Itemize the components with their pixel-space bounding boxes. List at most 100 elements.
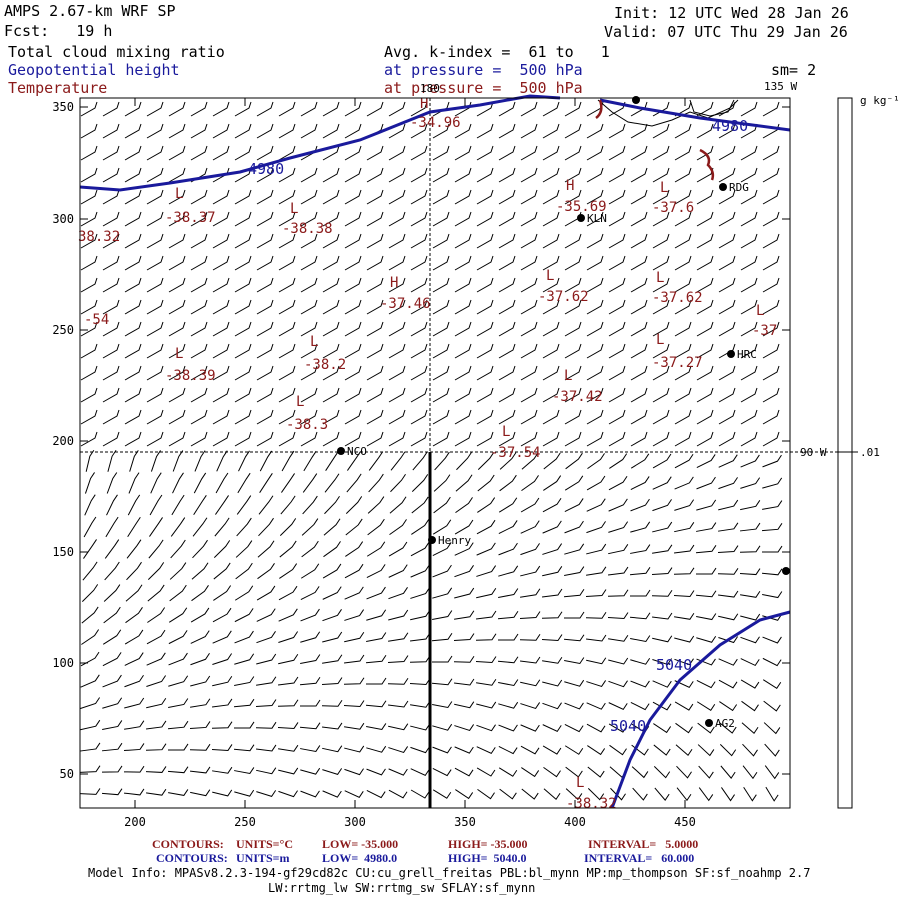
wind-barb <box>212 698 233 708</box>
wind-barb <box>542 233 560 249</box>
wind-barb <box>344 189 362 205</box>
wind-barb <box>368 451 384 471</box>
wind-barb <box>344 167 362 183</box>
wind-barb <box>652 101 670 117</box>
wind-barb <box>631 766 649 779</box>
wind-barb <box>564 387 582 403</box>
wind-barb <box>344 609 365 621</box>
wind-barb <box>564 543 585 555</box>
wind-barb <box>652 321 670 337</box>
wind-barb <box>652 211 670 227</box>
temperature-center-letter: L <box>296 394 304 410</box>
wind-barb <box>345 518 363 536</box>
wind-barb <box>476 321 494 337</box>
wind-barb <box>234 233 252 249</box>
wind-barb <box>674 635 695 643</box>
station-label: HRC <box>737 348 757 361</box>
wind-barb <box>608 723 628 733</box>
wind-barb <box>168 431 186 447</box>
wind-barb <box>410 409 428 425</box>
wind-barb <box>432 789 452 799</box>
wind-barb <box>234 321 252 337</box>
y-tick-label: 300 <box>52 212 74 226</box>
wind-barb <box>695 545 717 554</box>
wind-barb <box>586 387 604 403</box>
wind-barb <box>322 790 342 798</box>
wind-barb <box>216 450 228 472</box>
wind-barb <box>322 631 343 643</box>
wind-barb <box>278 608 298 622</box>
wind-barb <box>102 652 122 667</box>
wind-barb <box>630 233 648 249</box>
wind-barb <box>608 145 626 161</box>
temperature-center-value: 38.32 <box>78 229 120 245</box>
temperature-center-value: -38.39 <box>165 368 216 384</box>
wind-barb <box>123 743 145 752</box>
wind-barb <box>190 675 211 687</box>
wind-barb <box>388 587 408 600</box>
wind-barb <box>476 746 496 754</box>
wind-barb <box>674 387 692 403</box>
wind-barb <box>630 680 650 688</box>
wind-barb <box>520 211 538 227</box>
wind-barb <box>498 701 519 709</box>
wind-barb <box>432 101 450 117</box>
wind-barb <box>192 539 208 559</box>
wind-barb <box>718 343 736 359</box>
wind-barb <box>762 679 782 689</box>
wind-barb <box>212 189 230 205</box>
wind-barb <box>83 516 97 538</box>
wind-barb <box>696 167 714 183</box>
wind-barb <box>190 343 208 359</box>
x-tick-label: 400 <box>564 815 586 829</box>
wind-barb <box>520 497 540 513</box>
wind-barb <box>410 277 428 293</box>
wind-barb <box>719 722 737 734</box>
wind-barb <box>432 564 452 578</box>
wind-barb <box>542 543 563 555</box>
wind-barb <box>476 189 494 205</box>
wind-barb <box>453 678 475 686</box>
wind-barb <box>718 387 736 403</box>
model-info-radiation: LW:rrtmg_lw SW:rrtmg_sw SFLAY:sf_mynn <box>268 881 536 895</box>
wind-barb <box>278 233 296 249</box>
wind-barb <box>520 299 538 315</box>
wind-barb <box>608 544 629 555</box>
wind-barb <box>102 277 120 293</box>
wind-barb <box>322 101 340 117</box>
wind-barb <box>608 702 628 711</box>
y-tick-label: 350 <box>52 100 74 114</box>
wind-barb <box>520 343 538 359</box>
wind-barb <box>259 473 273 493</box>
wind-barb <box>300 563 320 579</box>
wind-barb <box>168 409 186 425</box>
wind-barb <box>278 123 296 139</box>
wind-barb <box>586 680 607 688</box>
wind-barb <box>344 233 362 249</box>
wind-barb <box>409 655 431 663</box>
x-tick-label: 450 <box>674 815 696 829</box>
wind-barb <box>762 123 780 139</box>
wind-barb <box>652 544 673 554</box>
wind-barb <box>653 766 671 779</box>
wind-barb <box>498 101 516 117</box>
wind-barb <box>740 101 758 117</box>
wind-barb <box>322 277 340 293</box>
wind-barb <box>324 473 340 493</box>
wind-barb <box>652 145 670 161</box>
wind-barb <box>300 654 321 664</box>
wind-barb <box>676 765 692 779</box>
wind-barb <box>367 496 385 514</box>
wind-barb <box>717 545 739 553</box>
wind-barb <box>278 189 296 205</box>
wind-barb <box>498 542 518 556</box>
wind-barb <box>696 476 716 490</box>
wind-barb <box>215 472 229 494</box>
wind-barb <box>674 431 692 447</box>
wind-barb <box>300 123 318 139</box>
wind-barb <box>212 630 232 644</box>
wind-barb <box>608 387 626 403</box>
station-dot <box>632 96 640 104</box>
wind-barb <box>190 789 211 797</box>
wind-barb <box>520 321 538 337</box>
